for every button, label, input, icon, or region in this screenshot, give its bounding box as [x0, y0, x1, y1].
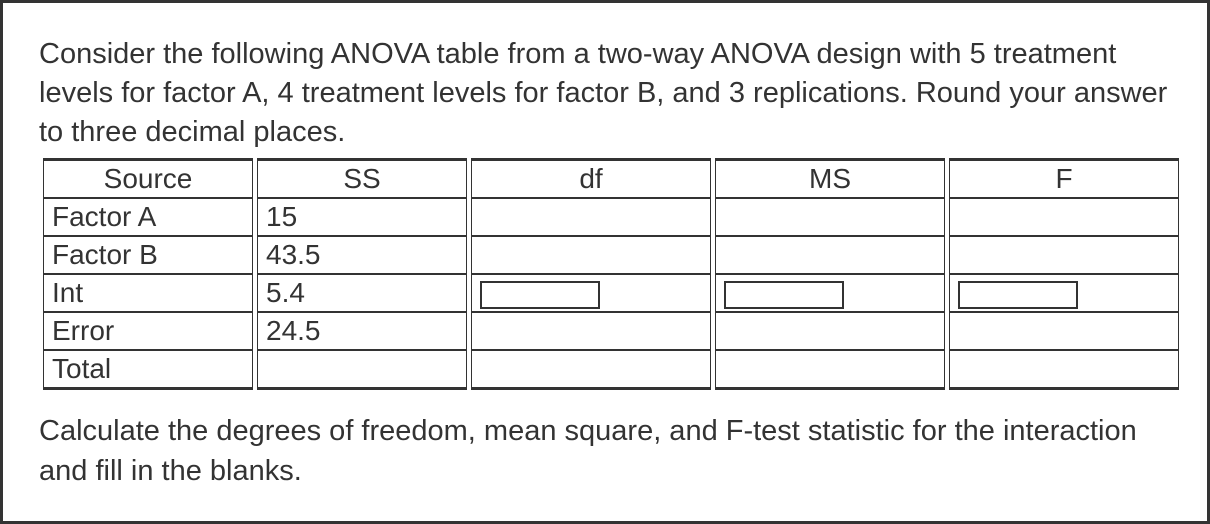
prompt-text: Consider the following ANOVA table from …: [39, 35, 1171, 152]
col-header-ms: MS: [715, 158, 945, 198]
cell-ss: 15: [257, 198, 467, 236]
cell-df: [471, 274, 711, 312]
cell-ms: [715, 350, 945, 390]
cell-source: Total: [43, 350, 253, 390]
cell-source: Factor A: [43, 198, 253, 236]
cell-df: [471, 350, 711, 390]
table-row: Int5.4: [43, 274, 1179, 312]
cell-f: [949, 274, 1179, 312]
blank-input-df[interactable]: [480, 281, 600, 309]
col-header-f: F: [949, 158, 1179, 198]
cell-df: [471, 236, 711, 274]
cell-df: [471, 198, 711, 236]
col-header-ss: SS: [257, 158, 467, 198]
cell-ms: [715, 274, 945, 312]
table-header-row: SourceSSdfMSF: [43, 158, 1179, 198]
col-header-df: df: [471, 158, 711, 198]
table-row: Factor A15: [43, 198, 1179, 236]
cell-ms: [715, 198, 945, 236]
cell-source: Error: [43, 312, 253, 350]
cell-f: [949, 236, 1179, 274]
table-row: Error24.5: [43, 312, 1179, 350]
cell-ss: 43.5: [257, 236, 467, 274]
cell-f: [949, 350, 1179, 390]
cell-source: Int: [43, 274, 253, 312]
table-row: Factor B43.5: [43, 236, 1179, 274]
cell-ss: 5.4: [257, 274, 467, 312]
col-header-source: Source: [43, 158, 253, 198]
cell-f: [949, 198, 1179, 236]
question-container: Consider the following ANOVA table from …: [0, 0, 1210, 524]
cell-ms: [715, 236, 945, 274]
cell-ss: 24.5: [257, 312, 467, 350]
blank-input-ms[interactable]: [724, 281, 844, 309]
question-text: Calculate the degrees of freedom, mean s…: [39, 412, 1171, 490]
cell-df: [471, 312, 711, 350]
anova-table: SourceSSdfMSF Factor A15Factor B43.5Int5…: [39, 158, 1183, 390]
blank-input-f[interactable]: [958, 281, 1078, 309]
table-row: Total: [43, 350, 1179, 390]
cell-ss: [257, 350, 467, 390]
cell-f: [949, 312, 1179, 350]
cell-ms: [715, 312, 945, 350]
cell-source: Factor B: [43, 236, 253, 274]
